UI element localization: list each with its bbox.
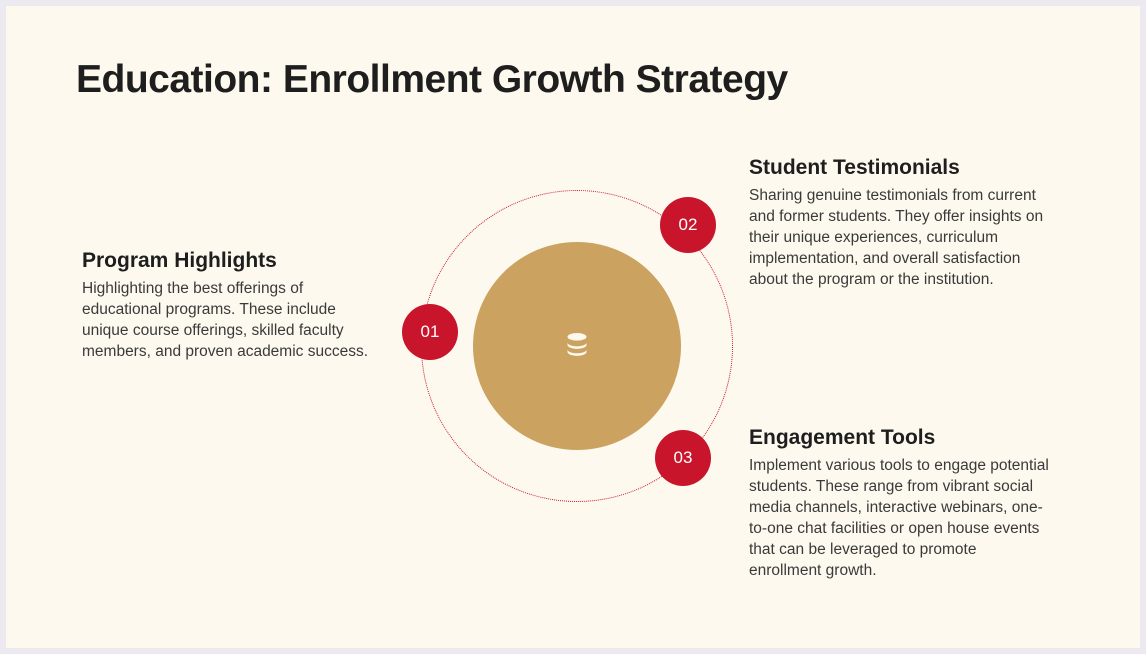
block-title: Student Testimonials	[749, 156, 1053, 180]
slide: Education: Enrollment Growth Strategy 01…	[6, 6, 1140, 648]
block-student-testimonials: Student Testimonials Sharing genuine tes…	[749, 156, 1053, 291]
page-title: Education: Enrollment Growth Strategy	[76, 58, 788, 102]
node-label: 03	[674, 448, 693, 468]
center-circle	[473, 242, 681, 450]
block-body: Implement various tools to engage potent…	[749, 456, 1053, 582]
block-program-highlights: Program Highlights Highlighting the best…	[82, 249, 382, 363]
node-01: 01	[402, 304, 458, 360]
node-03: 03	[655, 430, 711, 486]
block-title: Engagement Tools	[749, 426, 1053, 450]
block-engagement-tools: Engagement Tools Implement various tools…	[749, 426, 1053, 582]
block-body: Highlighting the best offerings of educa…	[82, 279, 382, 363]
node-02: 02	[660, 197, 716, 253]
node-label: 01	[421, 322, 440, 342]
node-label: 02	[679, 215, 698, 235]
database-icon	[558, 327, 596, 365]
block-body: Sharing genuine testimonials from curren…	[749, 186, 1053, 291]
block-title: Program Highlights	[82, 249, 382, 273]
